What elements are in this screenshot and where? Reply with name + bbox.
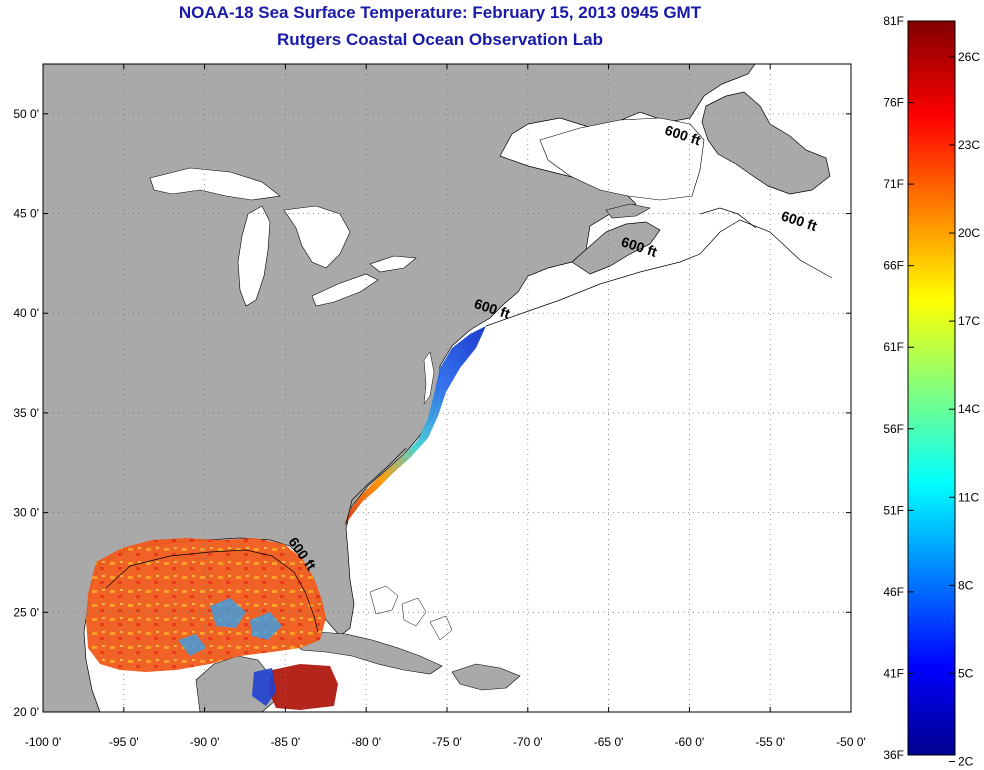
colorbar-c-label: 5C [958,666,974,680]
colorbar-f-label: 71F [883,177,904,191]
hispaniola-land [451,663,521,691]
newfoundland-land [701,91,831,195]
nova-scotia-land [571,221,661,275]
lake-huron [283,205,351,269]
colorbar-f-label: 76F [883,96,904,110]
y-tick-label: 40 0' [13,306,39,320]
y-tick-label: 45 0' [13,207,39,221]
bahamas-islands [369,585,453,641]
x-tick-label: -90 0' [190,735,220,749]
sst-gulf-cool-patches [178,598,282,656]
colorbar-f-label: 41F [883,666,904,680]
x-tick-label: -85 0' [271,735,301,749]
colorbar-celsius-labels: 26C 23C 20C 17C 14C 11C 8C 5C 2C [949,50,980,769]
lake-superior [149,167,281,201]
colorbar-c-label: 14C [958,402,980,416]
gulf-of-st-lawrence [539,117,705,201]
y-tick-label: 50 0' [13,107,39,121]
colorbar-f-label: 56F [883,422,904,436]
x-tick-label: -70 0' [513,735,543,749]
x-tick-label: -50 0' [836,735,866,749]
colorbar-c-label: 23C [958,138,980,152]
sst-atlantic-coastal-band [344,326,486,526]
y-tick-label: 25 0' [13,605,39,619]
lake-ontario [369,255,417,273]
chesapeake-bay [423,351,435,405]
x-tick-label: -100 0' [25,735,61,749]
map-subtitle: Rutgers Coastal Ocean Observation Lab [277,30,603,49]
colorbar-c-label: 20C [958,226,980,240]
x-tick-label: -55 0' [755,735,785,749]
colorbar [907,20,956,756]
x-tick-label: -60 0' [675,735,705,749]
latitude-axis: 20 0' 25 0' 30 0' 35 0' 40 0' 45 0' 50 0' [13,107,851,719]
graticule [43,64,851,712]
y-tick-label: 35 0' [13,406,39,420]
colorbar-c-label: 17C [958,314,980,328]
colorbar-f-label: 66F [883,259,904,273]
colorbar-c-label: 26C [958,50,980,64]
y-tick-label: 20 0' [13,705,39,719]
isobath-contour-north [485,219,833,327]
colorbar-c-label: 2C [958,755,974,769]
colorbar-f-label: 61F [883,340,904,354]
cuba-land [289,631,443,675]
x-tick-label: -95 0' [109,735,139,749]
lake-michigan [237,205,271,307]
pei-land [605,203,651,219]
x-tick-label: -65 0' [594,735,624,749]
map-title: NOAA-18 Sea Surface Temperature: Februar… [178,3,702,22]
lake-erie [311,273,379,307]
sst-caribbean-blue [252,668,276,706]
colorbar-f-label: 36F [883,748,904,762]
colorbar-f-label: 46F [883,585,904,599]
isobath-contour-gulf-stlawrence [699,207,757,229]
colorbar-fahrenheit-labels: 81F 76F 71F 66F 61F 56F 51F 46F 41F 36F [883,14,914,762]
isobath-contour-south [345,447,407,525]
x-tick-label: -80 0' [351,735,381,749]
colorbar-f-label: 81F [883,14,904,28]
colorbar-f-label: 51F [883,503,904,517]
x-tick-label: -75 0' [432,735,462,749]
colorbar-c-label: 8C [958,578,974,592]
sst-caribbean [268,664,338,710]
colorbar-c-label: 11C [958,490,979,504]
isobath-contour-gulf [105,549,319,633]
y-tick-label: 30 0' [13,506,39,520]
longitude-axis: -100 0' -95 0' -90 0' -85 0' -80 0' -75 0' -70… [25,64,866,749]
